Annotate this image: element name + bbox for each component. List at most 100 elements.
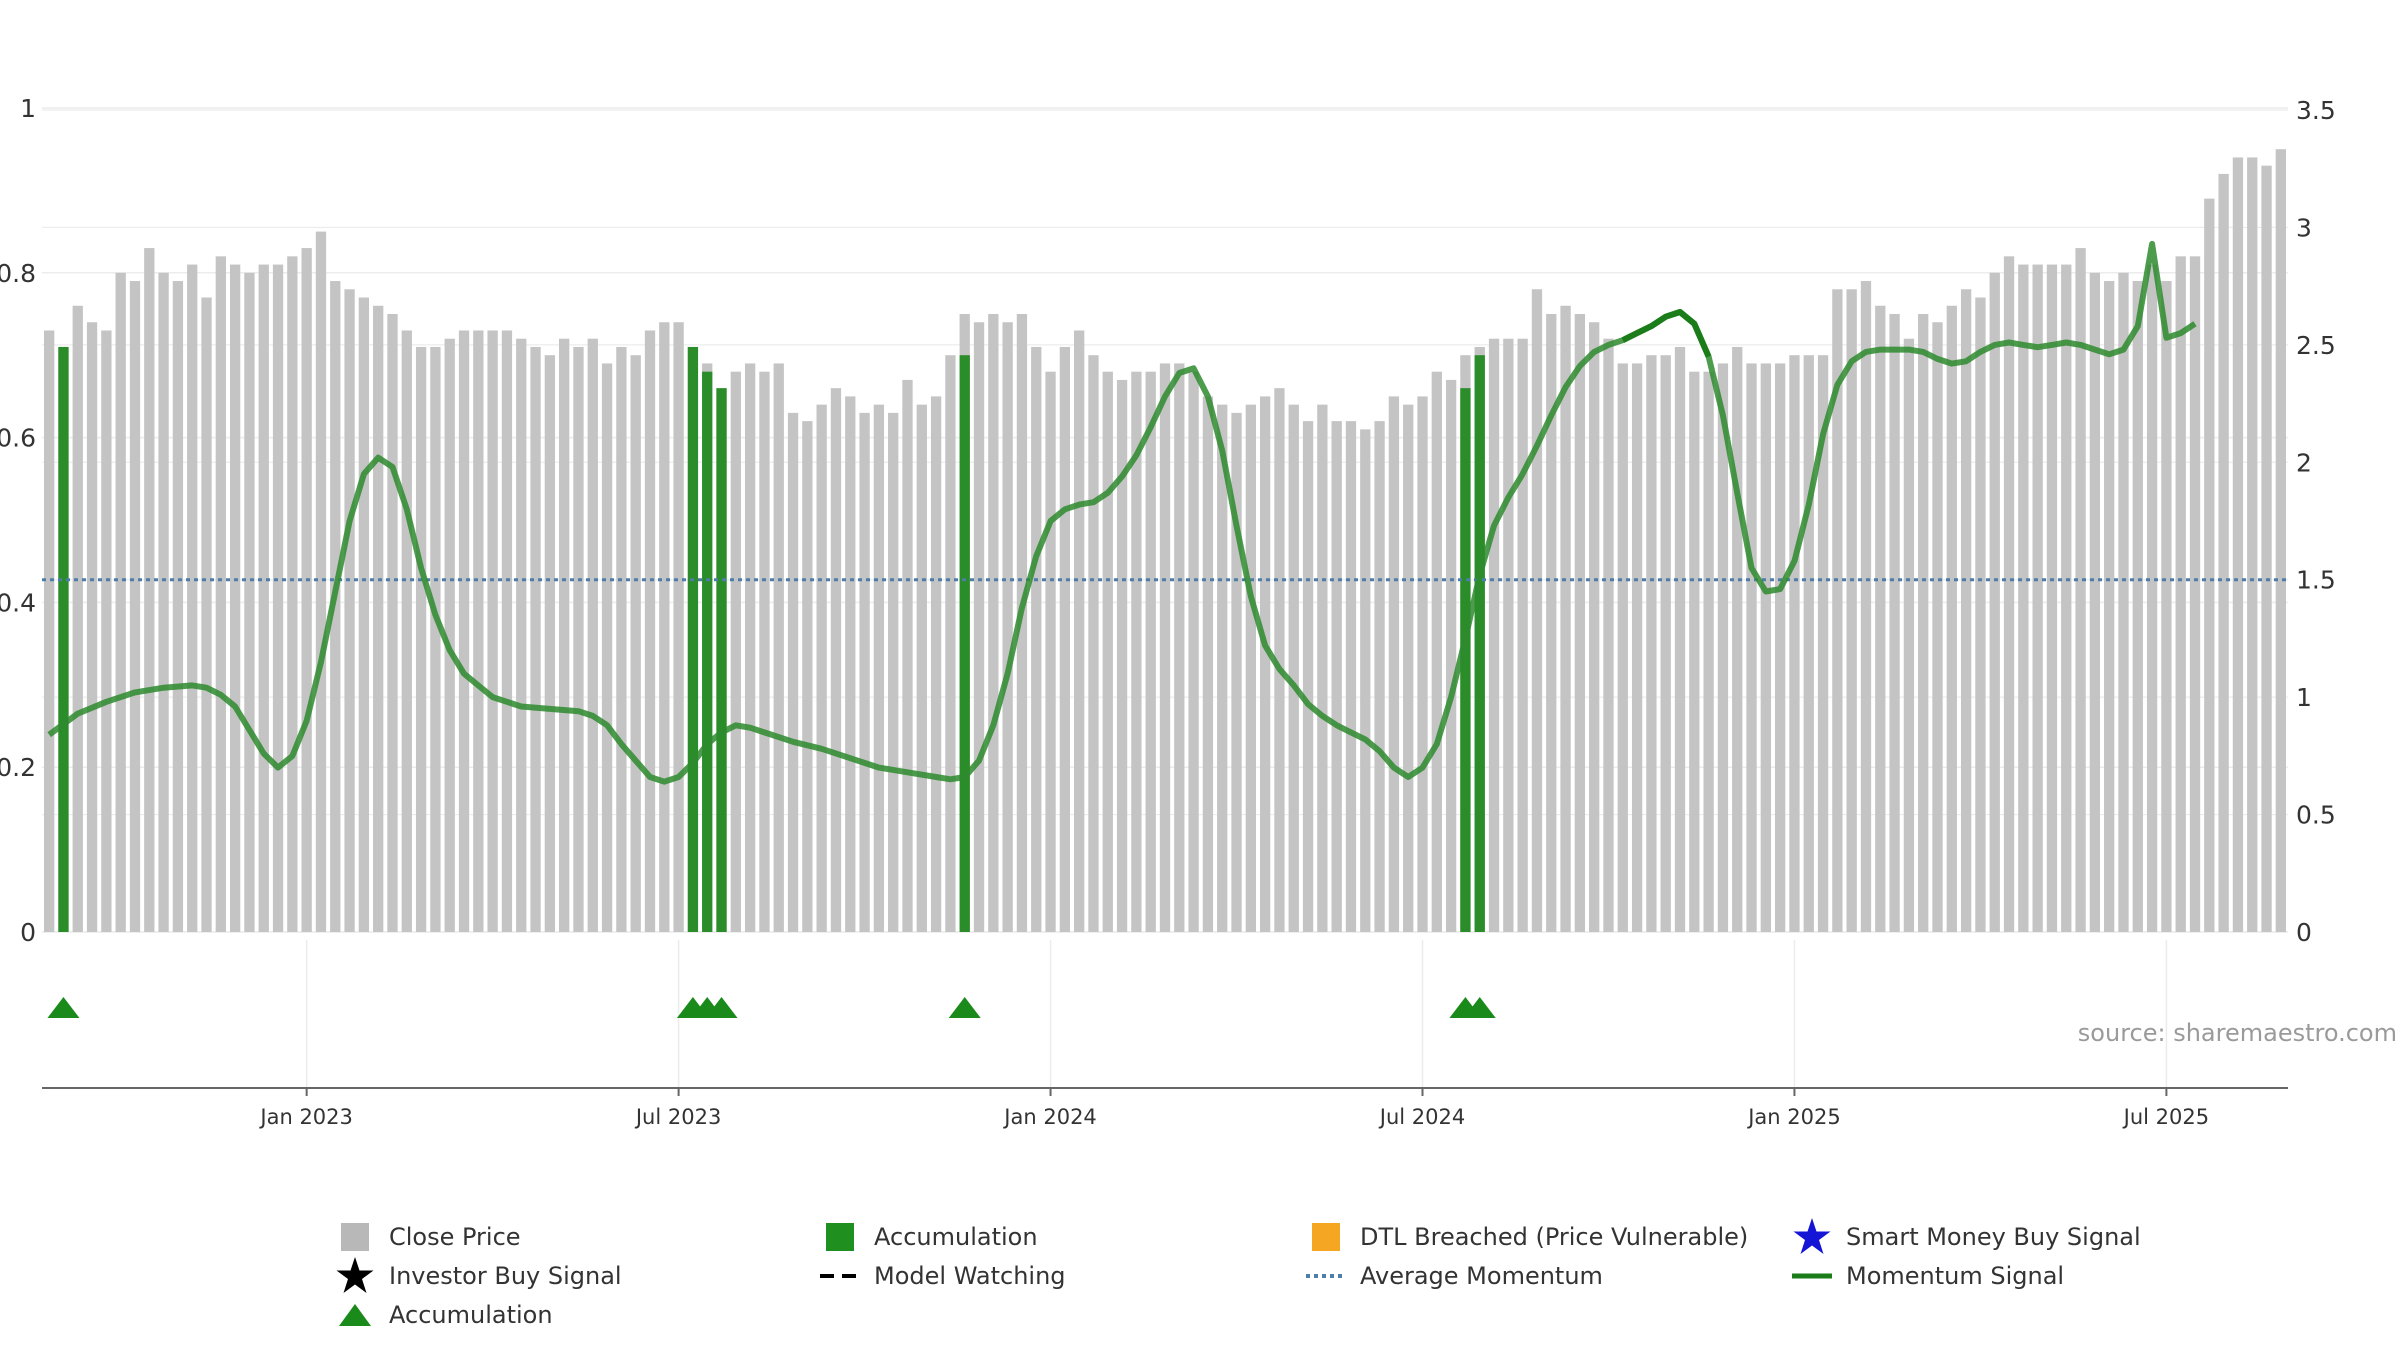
close-price-bar — [616, 346, 627, 933]
accumulation-triangle-marker — [1463, 997, 1496, 1018]
close-price-bar — [2175, 256, 2186, 932]
right-tick-label: 1.5 — [2296, 566, 2336, 595]
left-tick-label: 0.2 — [0, 753, 36, 782]
close-price-bar — [516, 338, 527, 933]
close-price-bar — [1960, 289, 1972, 932]
close-price-bar — [573, 346, 584, 933]
close-price-bar — [1374, 421, 1385, 932]
close-price-bar — [1817, 355, 1829, 932]
close-price-bar — [129, 281, 141, 932]
left-tick-label: 0 — [20, 918, 36, 947]
close-price-bar — [2089, 272, 2101, 932]
momentum-line — [47, 240, 2197, 785]
x-tick-label: Jul 2025 — [2122, 1105, 2209, 1129]
close-price-bar — [1918, 314, 1929, 932]
close-price-bar — [601, 363, 613, 932]
close-price-bar — [644, 330, 656, 933]
right-tick-label: 0 — [2296, 918, 2312, 947]
close-price-bar — [659, 322, 670, 932]
close-price-bar — [1245, 404, 1256, 932]
close-price-bar — [1603, 338, 1614, 933]
axes: 0 0.2 0.4 0.6 0.8 1 0 0.5 1 1.5 2 2.5 3 3.5 Jan 2023 Ju… — [0, 94, 2336, 1129]
close-price-bar — [1016, 314, 1028, 932]
close-price-bar — [115, 272, 126, 932]
accumulation-bar — [702, 371, 713, 932]
x-tick-label: Jan 2024 — [1002, 1105, 1097, 1129]
close-price-bar — [744, 363, 756, 932]
close-price-bar — [2003, 256, 2015, 932]
close-price-bar — [401, 330, 412, 933]
close-price-bar — [44, 330, 55, 933]
accumulation-bars — [58, 346, 1485, 933]
close-price-bar — [473, 330, 484, 933]
close-price-bar — [973, 322, 985, 932]
close-price-bar — [1431, 371, 1442, 932]
close-price-bar — [787, 412, 799, 932]
close-price-bar — [2146, 264, 2158, 932]
close-price-bar — [2046, 264, 2058, 932]
close-price-bar — [1116, 379, 1128, 932]
close-price-bar — [1031, 346, 1042, 933]
close-price-bar — [458, 330, 470, 933]
close-price-bar — [344, 289, 355, 932]
close-price-bar — [2189, 256, 2201, 932]
close-price-bar — [559, 338, 570, 933]
close-price-bar — [673, 322, 684, 932]
close-price-bar — [1002, 322, 1013, 932]
close-price-bar — [1646, 355, 1657, 932]
close-price-bar — [759, 371, 770, 932]
close-price-bar — [1059, 346, 1071, 933]
close-price-bar — [172, 281, 184, 932]
close-price-bar — [1503, 338, 1514, 933]
close-price-bar — [1045, 371, 1056, 932]
close-price-bar — [1803, 355, 1814, 932]
right-tick-label: 0.5 — [2296, 801, 2336, 830]
close-price-bar — [1703, 371, 1714, 932]
close-price-bar — [1546, 314, 1557, 932]
close-price-bar — [888, 412, 899, 932]
close-price-bar — [1989, 272, 2000, 932]
close-price-bar — [544, 355, 556, 932]
left-tick-label: 0.6 — [0, 424, 36, 453]
right-tick-label: 3.5 — [2296, 96, 2336, 125]
close-price-bar — [1331, 421, 1342, 932]
close-price-bar — [1574, 314, 1586, 932]
close-price-bar — [358, 297, 370, 932]
close-price-bar — [902, 379, 913, 932]
close-price-bar — [2018, 264, 2029, 932]
close-price-bar — [2232, 157, 2244, 932]
close-price-bar — [1717, 363, 1729, 932]
close-price-bar — [1274, 388, 1285, 932]
close-price-bar — [430, 346, 441, 933]
close-price-bar — [916, 404, 927, 932]
right-tick-label: 1 — [2296, 683, 2312, 712]
close-price-bar — [1174, 363, 1185, 932]
close-price-bar — [2132, 281, 2143, 932]
close-price-bar — [373, 305, 384, 932]
close-price-bar — [2247, 157, 2258, 932]
close-price-bar — [816, 404, 827, 932]
close-price-bar — [1732, 346, 1743, 933]
close-price-bar — [945, 355, 956, 932]
accumulation-bar — [1460, 388, 1471, 932]
close-price-bar — [1202, 396, 1214, 932]
left-tick-label: 0.4 — [0, 588, 36, 617]
close-price-bar — [1760, 363, 1771, 932]
close-price-bar — [587, 338, 598, 933]
close-price-bar — [244, 272, 255, 932]
accumulation-markers — [47, 997, 1496, 1018]
close-price-bar — [1188, 371, 1199, 932]
accumulation-triangle-marker — [47, 997, 80, 1018]
close-price-bar — [873, 404, 885, 932]
close-price-bar — [1946, 305, 1957, 932]
close-price-bar — [1159, 363, 1171, 932]
close-price-bar — [730, 371, 741, 932]
close-price-bar — [1360, 429, 1371, 932]
close-price-bar — [144, 248, 155, 932]
close-price-bar — [158, 272, 169, 932]
close-price-bar — [1846, 289, 1857, 932]
momentum-signal-line — [47, 240, 2197, 785]
close-price-bar — [387, 314, 398, 932]
close-price-bar — [229, 264, 241, 932]
